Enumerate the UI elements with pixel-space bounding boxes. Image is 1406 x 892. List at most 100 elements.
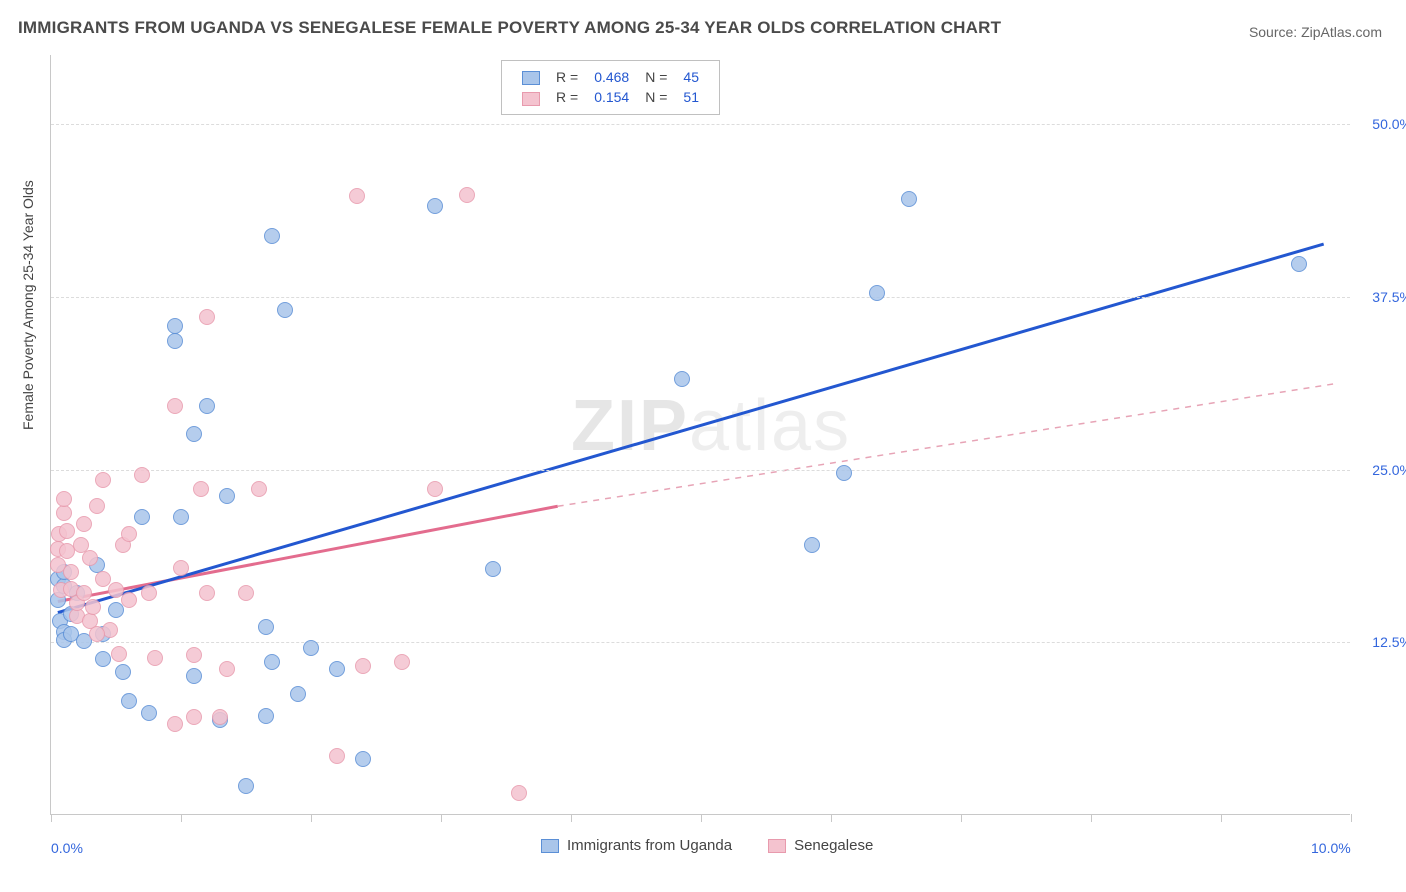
chart-plot-area: ZIPatlas 12.5%25.0%37.5%50.0%0.0%10.0%R …	[50, 55, 1350, 815]
scatter-point	[141, 585, 157, 601]
scatter-point	[264, 654, 280, 670]
scatter-point	[56, 491, 72, 507]
scatter-point	[173, 509, 189, 525]
scatter-point	[303, 640, 319, 656]
legend-r-value: 0.154	[586, 87, 637, 107]
gridline	[51, 470, 1350, 471]
scatter-point	[869, 285, 885, 301]
legend-swatch	[522, 92, 540, 106]
scatter-point	[485, 561, 501, 577]
legend-n-value: 51	[675, 87, 707, 107]
scatter-point	[134, 509, 150, 525]
source-label: Source: ZipAtlas.com	[1249, 24, 1382, 40]
scatter-point	[115, 664, 131, 680]
scatter-point	[1291, 256, 1307, 272]
scatter-point	[329, 748, 345, 764]
legend-series-label: Senegalese	[794, 837, 873, 854]
x-tick	[1221, 814, 1222, 822]
legend-correlation-box: R =0.468N =45 R =0.154N =51	[501, 60, 720, 115]
scatter-point	[147, 650, 163, 666]
scatter-point	[258, 708, 274, 724]
scatter-point	[459, 187, 475, 203]
scatter-point	[186, 647, 202, 663]
legend-swatch	[768, 839, 786, 853]
trend-lines	[51, 55, 1350, 814]
legend-r-label: R =	[548, 87, 586, 107]
scatter-point	[219, 488, 235, 504]
scatter-point	[76, 516, 92, 532]
scatter-point	[264, 228, 280, 244]
scatter-point	[511, 785, 527, 801]
scatter-point	[141, 705, 157, 721]
x-tick	[571, 814, 572, 822]
scatter-point	[89, 626, 105, 642]
legend-n-label: N =	[637, 67, 675, 87]
legend-n-label: N =	[637, 87, 675, 107]
x-tick	[51, 814, 52, 822]
y-tick-label: 12.5%	[1372, 634, 1406, 650]
scatter-point	[121, 592, 137, 608]
x-tick	[831, 814, 832, 822]
x-tick-label: 10.0%	[1311, 840, 1351, 856]
scatter-point	[238, 585, 254, 601]
legend-swatch	[522, 71, 540, 85]
scatter-point	[167, 318, 183, 334]
scatter-point	[56, 505, 72, 521]
scatter-point	[329, 661, 345, 677]
scatter-point	[674, 371, 690, 387]
legend-series: Immigrants from Uganda Senegalese	[541, 837, 873, 854]
scatter-point	[111, 646, 127, 662]
x-tick	[961, 814, 962, 822]
scatter-point	[173, 560, 189, 576]
scatter-point	[836, 465, 852, 481]
chart-title: IMMIGRANTS FROM UGANDA VS SENEGALESE FEM…	[18, 18, 1001, 38]
y-tick-label: 25.0%	[1372, 462, 1406, 478]
legend-swatch	[541, 839, 559, 853]
scatter-point	[85, 599, 101, 615]
scatter-point	[219, 661, 235, 677]
scatter-point	[95, 651, 111, 667]
gridline	[51, 642, 1350, 643]
y-tick-label: 37.5%	[1372, 289, 1406, 305]
x-tick	[701, 814, 702, 822]
scatter-point	[82, 550, 98, 566]
scatter-point	[186, 668, 202, 684]
x-tick-label: 0.0%	[51, 840, 83, 856]
scatter-point	[349, 188, 365, 204]
scatter-point	[121, 693, 137, 709]
scatter-point	[167, 333, 183, 349]
scatter-point	[186, 426, 202, 442]
scatter-point	[355, 751, 371, 767]
scatter-point	[251, 481, 267, 497]
legend-r-value: 0.468	[586, 67, 637, 87]
scatter-point	[199, 309, 215, 325]
scatter-point	[258, 619, 274, 635]
x-tick	[1351, 814, 1352, 822]
scatter-point	[121, 526, 137, 542]
y-axis-title: Female Poverty Among 25-34 Year Olds	[20, 180, 36, 430]
y-tick-label: 50.0%	[1372, 116, 1406, 132]
watermark: ZIPatlas	[571, 385, 851, 467]
scatter-point	[277, 302, 293, 318]
scatter-point	[59, 523, 75, 539]
scatter-point	[95, 472, 111, 488]
legend-n-value: 45	[675, 67, 707, 87]
scatter-point	[427, 198, 443, 214]
scatter-point	[89, 498, 105, 514]
legend-r-label: R =	[548, 67, 586, 87]
scatter-point	[804, 537, 820, 553]
scatter-point	[167, 398, 183, 414]
scatter-point	[212, 709, 228, 725]
gridline	[51, 297, 1350, 298]
scatter-point	[394, 654, 410, 670]
gridline	[51, 124, 1350, 125]
x-tick	[441, 814, 442, 822]
scatter-point	[427, 481, 443, 497]
x-tick	[181, 814, 182, 822]
scatter-point	[290, 686, 306, 702]
scatter-point	[355, 658, 371, 674]
scatter-point	[186, 709, 202, 725]
scatter-point	[238, 778, 254, 794]
legend-series-label: Immigrants from Uganda	[567, 837, 732, 854]
x-tick	[1091, 814, 1092, 822]
